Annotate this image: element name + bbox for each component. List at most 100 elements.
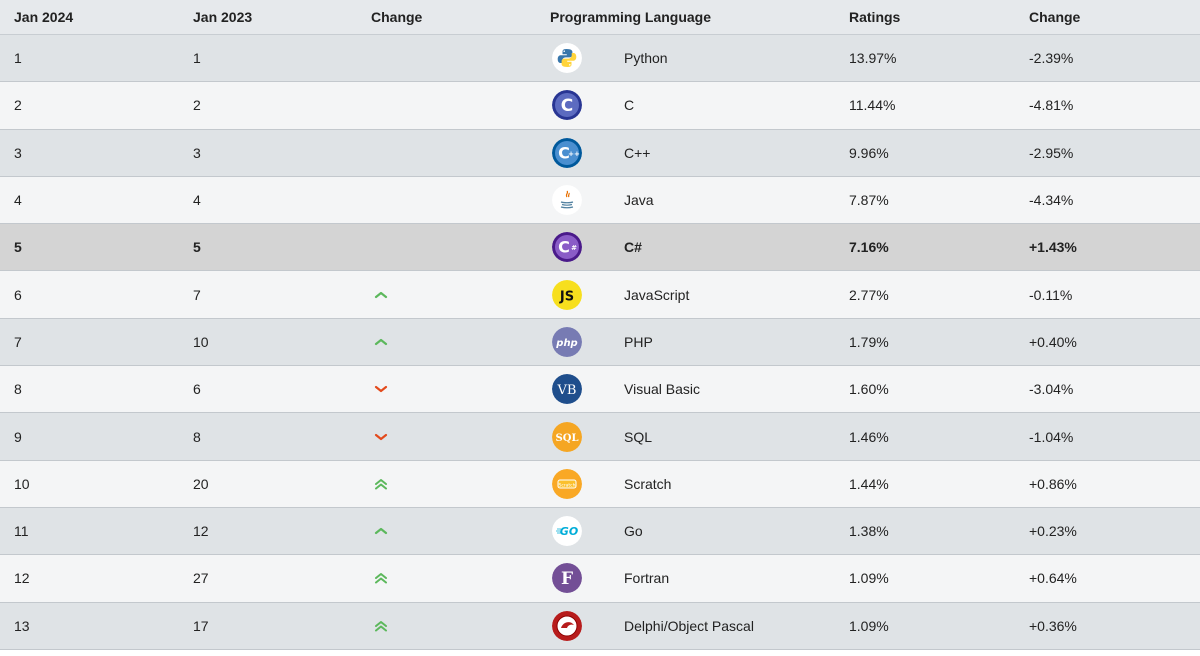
language-name[interactable]: JavaScript — [624, 286, 690, 303]
header-jan2023[interactable]: Jan 2023 — [193, 9, 253, 25]
rank-2023: 3 — [193, 144, 201, 161]
language-cell[interactable]: VB Visual Basic — [538, 374, 836, 405]
language-cell[interactable]: Python — [538, 43, 836, 74]
language-name[interactable]: C++ — [624, 144, 651, 161]
rating-value: 1.46% — [849, 428, 889, 445]
header-jan2024[interactable]: Jan 2024 — [14, 9, 74, 25]
rank-2023: 7 — [193, 286, 201, 303]
table-row[interactable]: 1 1 Python 13.97% -2.39% — [0, 35, 1200, 83]
language-cell[interactable]: Java — [538, 185, 836, 216]
rank-2024: 9 — [14, 428, 22, 445]
language-cell[interactable]: JS JavaScript — [538, 279, 836, 310]
language-cell[interactable]: Delphi/Object Pascal — [538, 610, 836, 641]
language-name[interactable]: C — [624, 97, 635, 114]
rank-2024: 8 — [14, 381, 22, 398]
rating-value: 1.60% — [849, 381, 889, 398]
language-cell[interactable]: F Fortran — [538, 563, 836, 594]
language-name[interactable]: Go — [624, 523, 643, 540]
language-name[interactable]: C# — [624, 239, 642, 256]
rating-change: -0.11% — [1029, 286, 1073, 303]
language-name[interactable]: PHP — [624, 333, 653, 350]
svg-text:++: ++ — [568, 150, 580, 158]
trend-down-icon — [374, 433, 388, 440]
rank-2024: 10 — [14, 475, 30, 492]
rank-2023: 17 — [193, 617, 209, 634]
language-name[interactable]: Visual Basic — [624, 381, 701, 398]
table-row[interactable]: 11 12 GO Go 1.38% +0.23% — [0, 507, 1200, 556]
language-name[interactable]: Delphi/Object Pascal — [624, 617, 754, 634]
rank-2023: 10 — [193, 333, 209, 350]
language-name[interactable]: Python — [624, 50, 668, 67]
table-row[interactable]: 7 10 php PHP 1.79% +0.40% — [0, 318, 1200, 367]
language-cell[interactable]: SQL SQL — [538, 421, 836, 452]
table-body: 1 1 Python 13.97% -2.39% 2 2 C C 11.44% -4.81% 3 3 C +… — [0, 35, 1200, 650]
trend-down-icon — [374, 386, 388, 393]
trend-up-icon — [374, 338, 388, 346]
table-row[interactable]: 6 7 JS JavaScript 2.77% -0.11% — [0, 271, 1200, 319]
svg-text:F: F — [561, 569, 573, 589]
svg-text:Scratch: Scratch — [558, 482, 575, 488]
language-cell[interactable]: C ++ C++ — [538, 137, 836, 168]
scratch-icon: Scratch — [552, 468, 582, 499]
svg-text:php: php — [555, 338, 577, 349]
rating-change: +0.23% — [1029, 523, 1077, 540]
trend-up-icon — [374, 291, 388, 298]
table-row[interactable]: 9 8 SQL SQL 1.46% -1.04% — [0, 413, 1200, 461]
svg-text:#: # — [571, 244, 577, 252]
trend-double-up-icon — [375, 620, 387, 632]
cpp-icon: C ++ — [552, 137, 582, 168]
visual-basic-icon: VB — [552, 374, 582, 405]
rating-change: +0.64% — [1029, 570, 1077, 587]
rating-value: 1.79% — [849, 333, 889, 350]
table-row[interactable]: 4 4 Java 7.87% -4.34% — [0, 176, 1200, 225]
rating-change: +0.40% — [1029, 333, 1077, 350]
java-icon — [552, 185, 582, 216]
rank-2024: 4 — [14, 192, 22, 209]
rating-change: -2.39% — [1029, 50, 1074, 67]
rating-value: 2.77% — [849, 286, 889, 303]
language-cell[interactable]: GO Go — [538, 516, 836, 547]
php-icon: php — [552, 326, 582, 357]
rank-2024: 2 — [14, 97, 22, 114]
language-cell[interactable]: C # C# — [538, 232, 836, 263]
table-row[interactable]: 2 2 C C 11.44% -4.81% — [0, 82, 1200, 130]
fortran-icon: F — [552, 563, 582, 594]
language-name[interactable]: Fortran — [624, 570, 670, 587]
rating-value: 7.16% — [849, 239, 889, 256]
csharp-icon: C # — [552, 232, 582, 263]
header-change-percent[interactable]: Change — [1029, 9, 1081, 25]
rating-change: -4.34% — [1029, 192, 1074, 209]
trend-up-icon — [374, 528, 388, 535]
language-cell[interactable]: Scratch Scratch — [538, 468, 836, 499]
language-name[interactable]: Java — [624, 192, 654, 209]
language-name[interactable]: SQL — [624, 428, 653, 445]
c-icon: C — [552, 90, 582, 121]
table-row[interactable]: 5 5 C # C# 7.16% +1.43% — [0, 224, 1200, 272]
svg-text:C: C — [558, 238, 570, 257]
header-change[interactable]: Change — [371, 9, 423, 25]
python-icon — [552, 43, 582, 74]
table-row[interactable]: 13 17 Delphi/Object Pascal 1.09% +0.36% — [0, 602, 1200, 650]
table-row[interactable]: 12 27 F Fortran 1.09% +0.64% — [0, 555, 1200, 603]
rank-2023: 1 — [193, 50, 201, 67]
table-row[interactable]: 10 20 Scratch Scratch 1.44% +0.86% — [0, 460, 1200, 508]
rank-change — [360, 337, 538, 347]
rating-change: -2.95% — [1029, 144, 1074, 161]
table-row[interactable]: 8 6 VB Visual Basic 1.60% -3.04% — [0, 366, 1200, 414]
rating-value: 9.96% — [849, 144, 889, 161]
trend-double-up-icon — [375, 478, 387, 490]
rank-change — [360, 477, 538, 491]
header-ratings[interactable]: Ratings — [849, 9, 901, 25]
rating-value: 1.09% — [849, 570, 889, 587]
table-row[interactable]: 3 3 C ++ C++ 9.96% -2.95% — [0, 129, 1200, 177]
svg-text:GO: GO — [560, 525, 578, 538]
rank-2023: 12 — [193, 523, 209, 540]
header-language[interactable]: Programming Language — [550, 9, 712, 25]
svg-text:VB: VB — [557, 383, 577, 398]
rank-2024: 1 — [14, 50, 22, 67]
language-name[interactable]: Scratch — [624, 475, 672, 492]
language-cell[interactable]: php PHP — [538, 326, 836, 357]
rating-change: -1.04% — [1029, 428, 1074, 445]
